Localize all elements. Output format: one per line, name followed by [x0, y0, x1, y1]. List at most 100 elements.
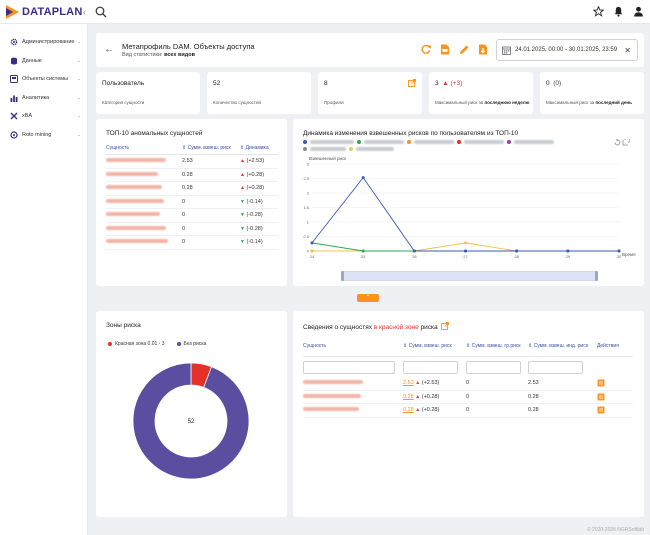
sidebar-item-xba[interactable]: xBA ⌄ [0, 107, 87, 126]
stat-desc: Максимальный риск за [435, 100, 484, 105]
dynamics-value: (+0.28) [246, 185, 265, 192]
collapse-sidebar-icon[interactable]: ‹ [83, 7, 86, 17]
table-row[interactable]: 0.28 ▲ (+0.28) [106, 169, 278, 182]
clear-date-icon[interactable]: ✕ [624, 45, 631, 55]
slider-handle-right[interactable] [595, 271, 598, 281]
column-header-dynamics[interactable]: ⇕ Динамика [240, 144, 269, 151]
table-row[interactable]: 0.28 ▲ (+0.28) [106, 182, 278, 196]
entity-name-blurred[interactable] [106, 171, 182, 178]
column-header-label: Динамика [245, 144, 269, 151]
slider-handle-left[interactable] [341, 271, 344, 281]
open-details-icon[interactable] [597, 379, 605, 387]
search-icon[interactable] [95, 6, 107, 18]
entity-name-blurred[interactable] [106, 212, 182, 218]
back-arrow-icon[interactable]: ← [104, 44, 114, 55]
sidebar-item-analytics[interactable]: Аналитика ⌄ [0, 89, 87, 108]
collapse-up-button[interactable]: ⌃ [357, 294, 379, 302]
legend-entry-blurred[interactable] [514, 140, 554, 144]
external-link-icon[interactable] [408, 79, 416, 87]
objects-icon [10, 75, 18, 84]
entity-name-blurred[interactable] [303, 407, 403, 413]
pdf-export-icon[interactable] [440, 44, 450, 55]
sidebar-item-objects[interactable]: Объекты системы ⌄ [0, 70, 87, 89]
chevron-down-icon: ⌄ [76, 113, 81, 120]
title-prefix: Сведения о сущностях [303, 324, 372, 331]
footer-copyright: © 2020-2026 NGRSoftlab [586, 527, 644, 533]
logo[interactable]: DATAPLAN [6, 5, 82, 19]
filter-input-risk[interactable] [403, 360, 458, 374]
bell-icon[interactable] [613, 6, 624, 17]
risk-value-link[interactable]: 2.53 [403, 380, 414, 387]
column-header-entity[interactable]: Сущность [106, 144, 130, 151]
table-row[interactable]: 0.28 ▲ (+0.28) 0 0.28 [303, 391, 633, 404]
chart-toolbox [614, 139, 630, 146]
external-link-icon[interactable] [441, 322, 450, 330]
dynamics-value: (-0.14) [246, 198, 263, 205]
dynamics-value: (+2.53) [246, 158, 265, 165]
legend-none-label[interactable]: Без риска [183, 341, 207, 347]
entity-name-blurred[interactable] [303, 393, 403, 400]
arrow-down-icon: ▼ [240, 239, 245, 246]
entity-name-blurred[interactable] [106, 185, 182, 191]
table-row[interactable]: 2.53 ▲ (+2.53) [106, 155, 278, 169]
edit-icon[interactable] [459, 44, 469, 55]
legend-entry-blurred[interactable] [464, 140, 504, 144]
stat-desc: Категория сущности [102, 100, 145, 105]
reset-zoom-icon[interactable] [622, 139, 630, 146]
entity-name-blurred[interactable] [106, 198, 182, 205]
x-axis-label: Время [622, 252, 636, 257]
column-header-label: Сумм. взвеш. риск [187, 144, 231, 151]
table-row[interactable]: 2.53 ▲ (+2.53) 0 2.53 [303, 377, 633, 391]
dynamics-value: (+0.28) [421, 393, 440, 400]
legend-entry-blurred[interactable] [310, 147, 346, 151]
open-details-icon[interactable] [597, 406, 605, 414]
legend-entry-blurred[interactable] [414, 140, 454, 144]
date-range-picker[interactable]: 24.01.2025, 00:00 - 30.01.2025, 23:59 ✕ [496, 39, 638, 61]
refresh-icon[interactable] [421, 44, 431, 55]
chevron-down-icon: ⌄ [76, 39, 81, 46]
table-header: Сущность ⇕ Сумм. взвеш. риск ⇕ Динамика [106, 141, 278, 155]
table-row[interactable]: 0 ▼ (-0.14) [106, 236, 278, 250]
column-header-ind-risk[interactable]: ⇕ Сумм. взвеш. инд. риск [528, 342, 588, 349]
column-header-risk[interactable]: ⇕ Сумм. взвеш. риск [403, 342, 452, 349]
sidebar-item-data[interactable]: Данные ⌄ [0, 52, 87, 71]
entity-name-blurred[interactable] [303, 380, 403, 386]
legend-red-label[interactable]: Красная зона 0.01 - 3 [115, 341, 165, 347]
column-header-risk[interactable]: ⇕ Сумм. взвеш. риск [182, 144, 231, 151]
legend-dot [507, 140, 511, 144]
sidebar-item-roto-mining[interactable]: Roto mining ⌄ [0, 126, 87, 145]
risk-zones-donut: 52 [132, 362, 250, 480]
column-header-group-risk[interactable]: ⇕ Сумм. взвеш. гр.риск [466, 342, 521, 349]
export-file-icon[interactable] [478, 44, 488, 55]
chart-zoom-slider[interactable] [341, 271, 598, 281]
risk-value-link[interactable]: 0.28 [403, 393, 414, 400]
user-icon[interactable] [633, 6, 644, 17]
legend-entry-blurred[interactable] [364, 140, 404, 144]
table-row[interactable]: 0 ▼ (-0.14) [106, 196, 278, 209]
table-row[interactable]: 0 ▼ (-0.28) [106, 209, 278, 223]
entity-name-blurred[interactable] [106, 158, 182, 164]
legend-entry-blurred[interactable] [310, 140, 354, 144]
sidebar-item-administration[interactable]: Администрирование ⌄ [0, 33, 87, 52]
risk-value-link[interactable]: 0.28 [403, 407, 414, 414]
dynamics-value: (+0.28) [246, 171, 265, 178]
donut-slice[interactable] [132, 362, 250, 480]
entity-name-blurred[interactable] [106, 239, 182, 245]
filter-input-group-risk[interactable] [466, 360, 521, 374]
table-row[interactable]: 0 ▼ (-0.28) [106, 223, 278, 236]
open-details-icon[interactable] [597, 393, 605, 401]
restore-icon[interactable] [614, 139, 621, 146]
calendar-icon [502, 46, 511, 55]
legend-entry-blurred[interactable] [356, 147, 394, 151]
table-row[interactable]: 0.28 ▲ (+0.28) 0 0.28 [303, 404, 633, 418]
risk-cell: 0.28 ▲ (+0.28) [403, 394, 466, 400]
filter-input-ind-risk[interactable] [528, 360, 583, 374]
column-header-entity[interactable]: Сущность [303, 342, 327, 349]
stat-change: (0) [553, 80, 562, 87]
dynamics-cell: ▲ (+0.28) [240, 185, 278, 191]
top10-table: Сущность ⇕ Сумм. взвеш. риск ⇕ Динамика … [106, 141, 278, 250]
entity-name-blurred[interactable] [106, 225, 182, 232]
star-icon[interactable] [593, 6, 604, 17]
dynamics-cell: ▼ (-0.28) [240, 212, 278, 218]
filter-input-entity[interactable] [303, 360, 395, 374]
